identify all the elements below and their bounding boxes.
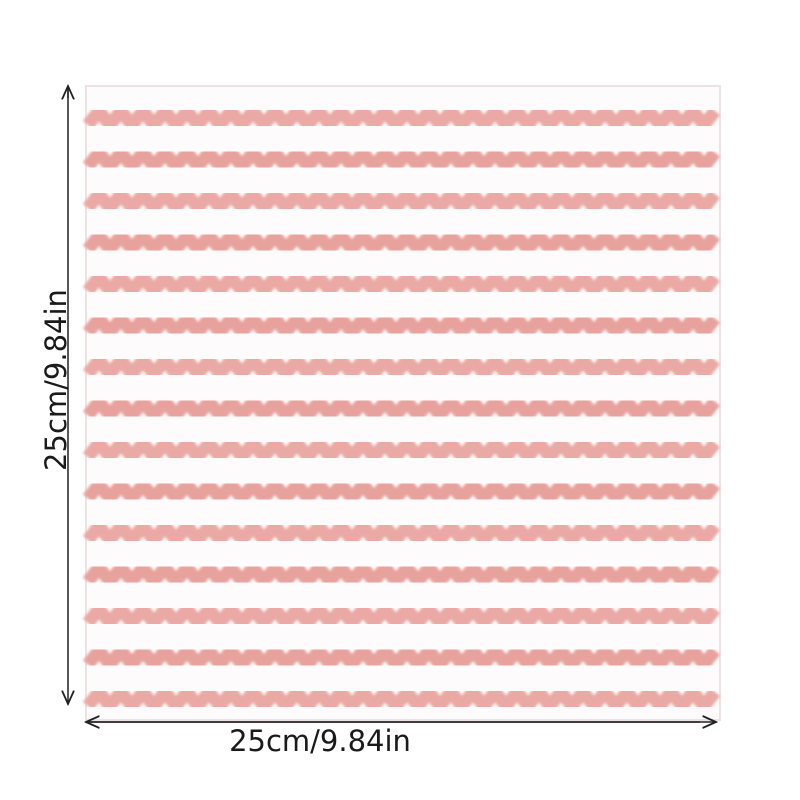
pink-stripe bbox=[82, 685, 721, 713]
pink-stripe bbox=[82, 561, 721, 588]
height-label: 25cm/9.84in bbox=[39, 289, 73, 471]
pink-stripe bbox=[82, 395, 721, 422]
pink-stripe bbox=[82, 187, 721, 215]
pink-stripe bbox=[82, 229, 721, 256]
pink-stripe bbox=[82, 519, 721, 547]
pink-stripe bbox=[82, 146, 721, 173]
pink-stripe bbox=[82, 104, 721, 132]
pink-stripe bbox=[82, 312, 721, 339]
pink-stripe bbox=[82, 436, 721, 464]
pink-stripe bbox=[82, 353, 721, 381]
pink-stripe bbox=[82, 644, 721, 671]
towel bbox=[82, 85, 721, 721]
pink-stripe bbox=[82, 602, 721, 630]
width-label: 25cm/9.84in bbox=[229, 724, 411, 758]
pink-stripe bbox=[82, 478, 721, 505]
pink-stripe bbox=[82, 270, 721, 298]
